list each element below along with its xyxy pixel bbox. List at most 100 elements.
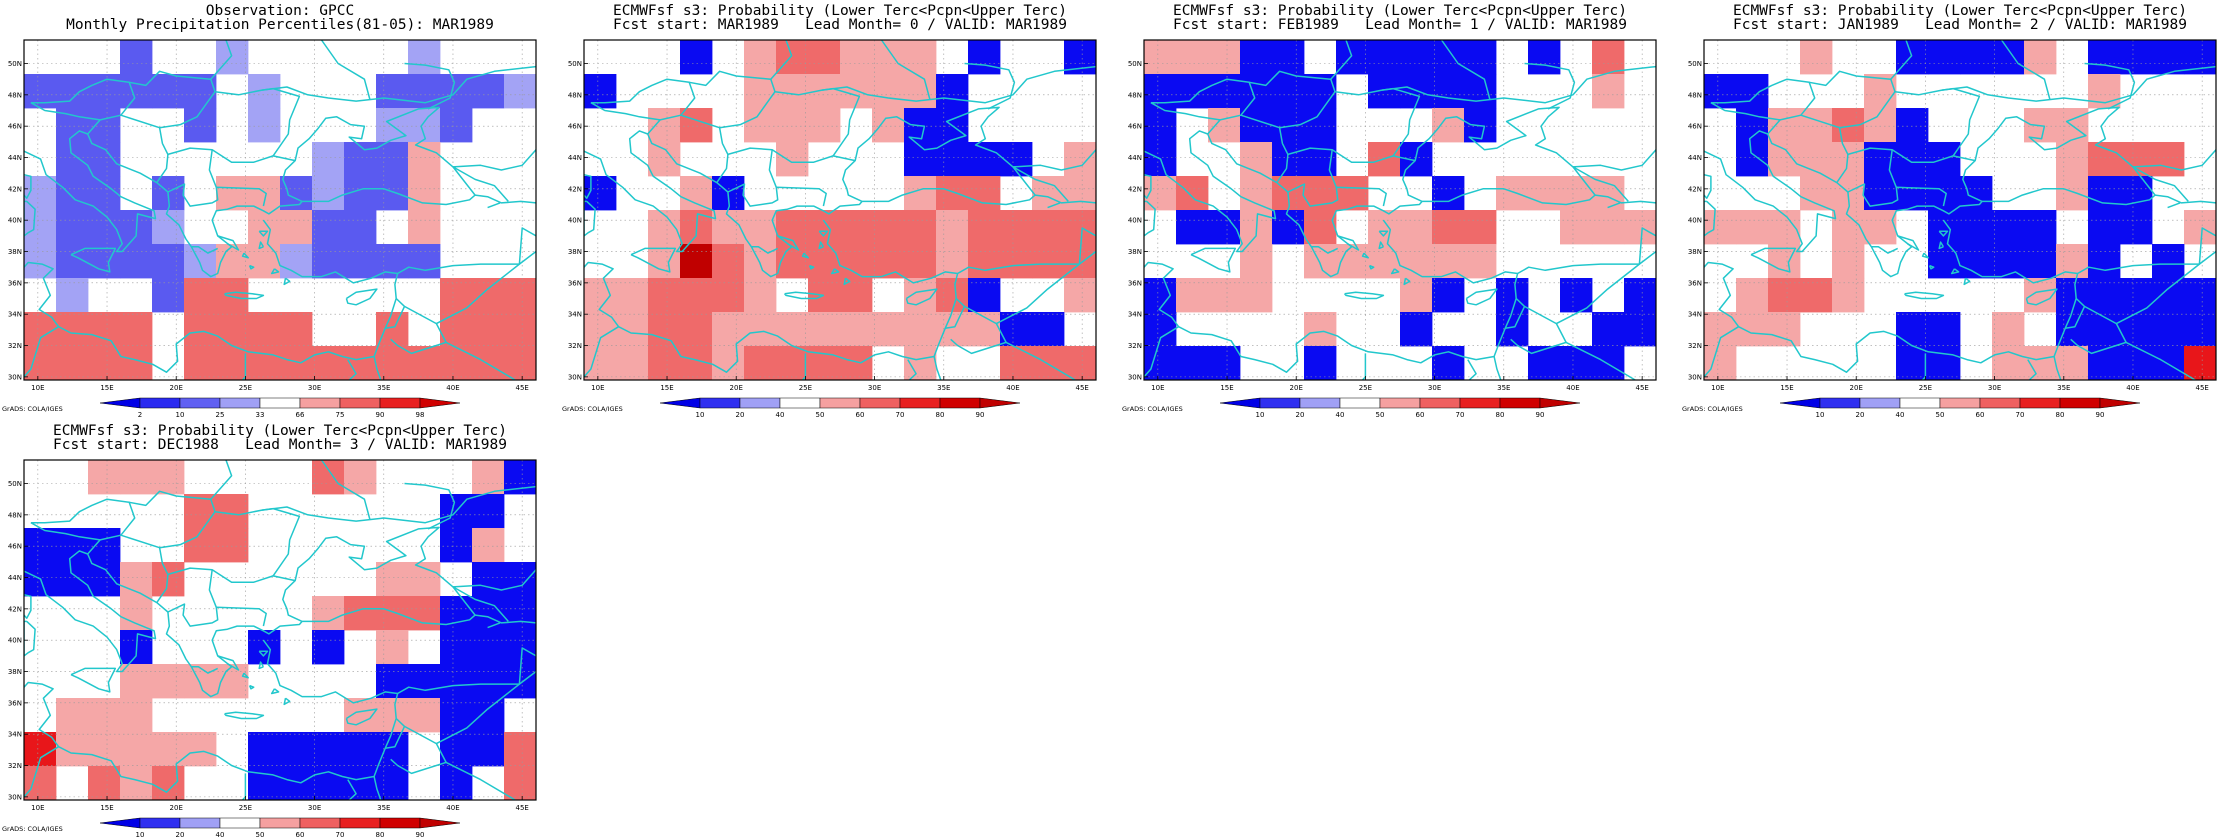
grid-cell (2152, 244, 2185, 279)
colorbar-segment (139, 397, 181, 409)
coastline (1344, 291, 1385, 300)
colorbar-label: 80 (1496, 411, 1505, 419)
coastline (30, 522, 101, 541)
grid-cell (1000, 346, 1033, 380)
grid-cell (24, 766, 57, 800)
colorbar-label: 70 (1456, 411, 1465, 419)
grid-cell (184, 732, 217, 767)
coastline (1921, 252, 1929, 259)
lat-tick-label: 40N (1688, 217, 1702, 225)
grid-cell (88, 528, 121, 563)
grid-cell (968, 40, 1001, 75)
grid-cell (1032, 346, 1065, 380)
map-plot: 10E 15E 20E 25E 30E 35E 40E 45E 30N 32N 34N 36N 38N 4… (1128, 39, 1657, 419)
lat-tick-label: 38N (8, 668, 22, 676)
colorbar-segment (739, 397, 781, 409)
grid-cell (1432, 210, 1465, 245)
grid-cell (2088, 40, 2121, 75)
lon-tick-label: 10E (1711, 384, 1724, 392)
colorbar-label: 33 (256, 411, 265, 419)
colorbar-segment (419, 817, 461, 829)
grid-cell (472, 346, 505, 380)
colorbar-segment (1499, 397, 1541, 409)
grid-cell (152, 732, 185, 767)
lon-tick-label: 45E (1075, 384, 1088, 392)
grid-cell (1624, 210, 1656, 245)
grid-cell (1992, 210, 2025, 245)
grid-cell (1032, 312, 1065, 347)
lat-tick-label: 44N (8, 574, 22, 582)
lat-tick-label: 32N (8, 342, 22, 350)
lat-tick-label: 40N (1128, 217, 1142, 225)
coastline (1704, 173, 1712, 199)
coastline (24, 173, 32, 199)
lat-tick-label: 36N (1688, 279, 1702, 287)
coastline (452, 586, 509, 622)
grid-cell (968, 210, 1001, 245)
grid-cell (1768, 108, 1801, 143)
colorbar-label: 10 (696, 411, 705, 419)
coastline (801, 252, 809, 259)
grid-cell (1208, 346, 1241, 380)
grid-cell (408, 664, 441, 699)
grid-cell (1272, 40, 1305, 75)
coastline (241, 252, 249, 259)
coastline (2065, 306, 2086, 330)
lat-tick-label: 48N (8, 91, 22, 99)
coastline (1904, 291, 1945, 300)
colorbar-segment (699, 397, 741, 409)
lat-tick-label: 50N (8, 480, 22, 488)
coastline (2025, 288, 2058, 306)
lon-tick-label: 45E (515, 804, 528, 812)
grid-cell (504, 630, 536, 665)
grid-cell (56, 346, 89, 380)
grid-cell (312, 176, 345, 211)
grid-cells (1704, 40, 2216, 380)
coastline (248, 684, 255, 690)
grid-cell (504, 74, 536, 109)
grid-cell (968, 142, 1001, 177)
grid-cell (2024, 346, 2057, 380)
coastline (167, 149, 219, 207)
grid-cell (968, 244, 1001, 279)
grid-cell (472, 732, 505, 767)
coastline (24, 106, 476, 278)
coastline (2000, 40, 2051, 100)
colorbar-segment (379, 397, 421, 409)
colorbar-label: 10 (1256, 411, 1265, 419)
grid-cells (584, 40, 1096, 380)
grid-cell (152, 74, 185, 109)
grid-cell (1560, 176, 1593, 211)
grid-cell (968, 278, 1001, 313)
lon-tick-label: 45E (2195, 384, 2208, 392)
grid-cell (840, 40, 873, 75)
lon-tick-label: 20E (170, 384, 183, 392)
grid-cell (376, 596, 409, 631)
grid-cell (472, 596, 505, 631)
colorbar-segment (1939, 397, 1981, 409)
grid-cell (88, 176, 121, 211)
grid-cell (2184, 312, 2216, 347)
grid-cell (1336, 176, 1369, 211)
grid-cell (504, 766, 536, 800)
grid-cell (1928, 346, 1961, 380)
grid-cell (376, 346, 409, 380)
colorbar-segment (419, 397, 461, 409)
grid-cell (184, 108, 217, 143)
grid-cell (1528, 346, 1561, 380)
grid-cell (1768, 278, 1801, 313)
grid-cell (808, 210, 841, 245)
grid-cell (648, 346, 681, 380)
coastline (24, 593, 32, 619)
grid-cell (88, 766, 121, 800)
coastline (630, 247, 677, 273)
grid-cell (2056, 142, 2089, 177)
coastline (224, 711, 265, 720)
grid-cell (1560, 346, 1593, 380)
coastline (216, 606, 267, 627)
grid-cell (1032, 244, 1065, 279)
colorbar-segment (2019, 397, 2061, 409)
colorbar-segment (1259, 397, 1301, 409)
coastline (518, 647, 536, 685)
colorbar: 10 20 40 50 60 70 80 90 (1219, 397, 1581, 419)
